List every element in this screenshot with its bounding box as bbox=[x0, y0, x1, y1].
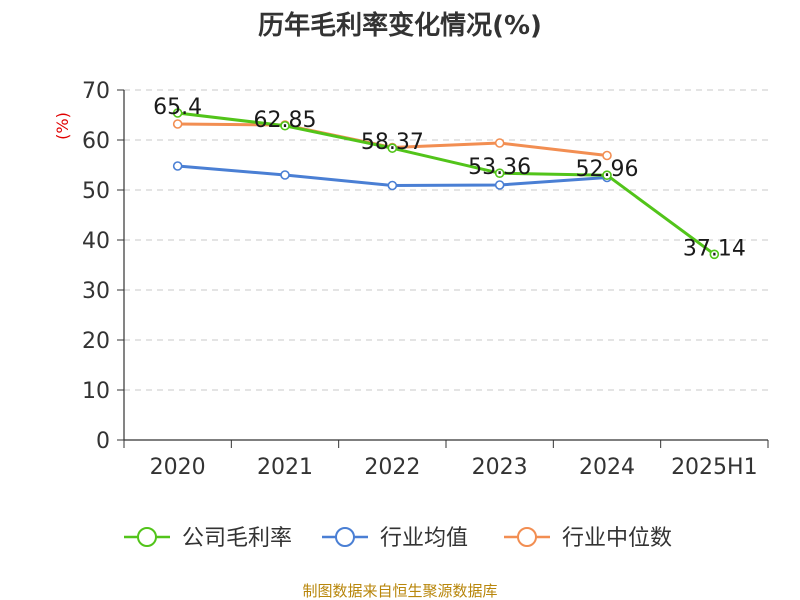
data-point bbox=[172, 119, 183, 129]
x-tick-label: 2024 bbox=[579, 455, 635, 480]
legend-label: 行业均值 bbox=[380, 526, 468, 551]
data-label: 62.85 bbox=[254, 108, 317, 133]
data-point bbox=[602, 150, 612, 161]
data-point bbox=[602, 170, 612, 180]
x-tick-label: 2020 bbox=[150, 455, 206, 480]
data-point bbox=[709, 249, 720, 260]
data-point bbox=[387, 143, 398, 153]
series-lines bbox=[172, 108, 720, 260]
x-tick-label: 2025H1 bbox=[671, 455, 758, 480]
data-point bbox=[387, 180, 398, 191]
data-label: 53.36 bbox=[468, 155, 531, 180]
legend-marker bbox=[137, 527, 157, 547]
data-point bbox=[280, 120, 290, 131]
data-point bbox=[172, 161, 183, 171]
data-label: 52.96 bbox=[576, 157, 639, 182]
y-tick-label: 30 bbox=[82, 279, 110, 304]
data-labels: 65.4 62.85 58.37 53.36 52.96 37.14 bbox=[153, 95, 746, 261]
data-label: 58.37 bbox=[361, 130, 424, 155]
data-point bbox=[494, 168, 505, 178]
x-tick-label: 2022 bbox=[364, 455, 420, 480]
y-axis-unit: (%) bbox=[53, 112, 72, 140]
x-tick-label: 2023 bbox=[472, 455, 528, 480]
legend[interactable]: 公司毛利率 行业均值 行业中位数 bbox=[124, 526, 672, 551]
y-tick-label: 50 bbox=[82, 179, 110, 204]
y-tick-label: 0 bbox=[96, 429, 110, 454]
y-tick-label: 10 bbox=[82, 379, 110, 404]
axes: 0 10 20 30 40 50 60 70 2020 2021 2022 2023 2024 2025H… bbox=[82, 79, 769, 480]
gridlines bbox=[124, 89, 768, 391]
data-point bbox=[172, 108, 183, 118]
data-point bbox=[280, 170, 290, 180]
y-tick-label: 20 bbox=[82, 329, 110, 354]
y-tick-label: 40 bbox=[82, 229, 110, 254]
legend-marker bbox=[517, 527, 537, 547]
data-label: 65.4 bbox=[153, 95, 202, 120]
data-point bbox=[494, 138, 505, 148]
legend-marker bbox=[335, 527, 355, 547]
data-point bbox=[494, 180, 505, 190]
x-tick-label: 2021 bbox=[257, 455, 313, 480]
legend-label: 公司毛利率 bbox=[182, 526, 292, 551]
y-tick-label: 60 bbox=[82, 129, 110, 154]
y-tick-label: 70 bbox=[82, 79, 110, 104]
chart-title: 历年毛利率变化情况(%) bbox=[258, 10, 542, 41]
data-label: 37.14 bbox=[683, 236, 746, 261]
source-note: 制图数据来自恒生聚源数据库 bbox=[302, 582, 497, 600]
series-line bbox=[177, 111, 716, 256]
legend-label: 行业中位数 bbox=[562, 526, 672, 551]
